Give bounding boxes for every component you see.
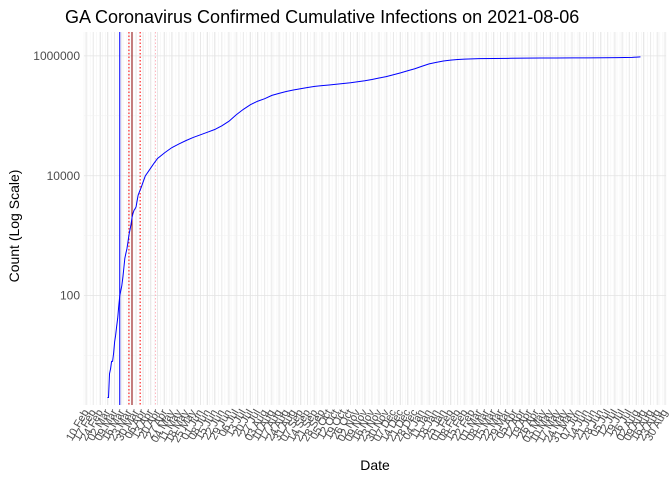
y-axis-title: Count (Log Scale) [6,170,22,283]
y-tick-label: 100 [60,289,80,303]
chart-title: GA Coronavirus Confirmed Cumulative Infe… [65,7,579,27]
x-axis-title: Date [360,457,390,473]
y-tick-label: 10000 [47,169,81,183]
y-tick-label: 1000000 [33,49,80,63]
series-line [107,56,641,399]
